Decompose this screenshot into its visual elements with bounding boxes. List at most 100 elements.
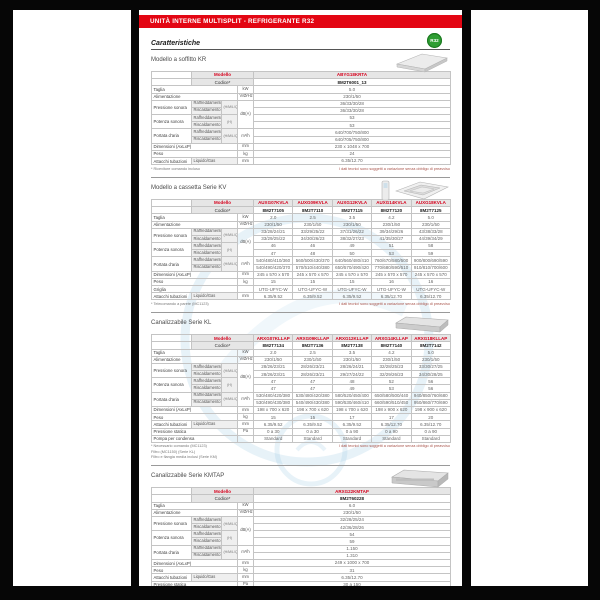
row-sublabel: Riscaldamento xyxy=(191,249,222,258)
value-cell: 41/35/30/27 xyxy=(371,234,412,244)
value-cell: Standard xyxy=(292,434,333,443)
spacer-cell xyxy=(151,199,192,208)
table-footnotes: * Necessario comando (MC1123) Filtro (MC1… xyxy=(151,444,217,460)
unit-label xyxy=(237,434,254,443)
value-cell: 36/33/30/28 xyxy=(253,99,451,108)
value-cell: 910/810/700/600 xyxy=(410,263,451,272)
value-cell: 660/590/510/450 xyxy=(371,398,412,407)
value-cell: 540/490/430/380 xyxy=(292,398,333,407)
value-cell: 33/29/25/22 xyxy=(292,227,333,236)
value-cell: 6.35/9.52 xyxy=(292,420,333,429)
value-cell: 530/480/420/380 xyxy=(292,391,333,400)
unit-label: kW xyxy=(237,213,254,222)
row-label: Alimentazione xyxy=(151,92,238,101)
value-cell: 570/510/440/380 xyxy=(292,263,333,272)
table-disclaimer: I dati tecnici sono soggetti a variazion… xyxy=(338,166,450,171)
value-cell: 5.0 xyxy=(253,85,451,94)
row-sublabel: Raffreddamento xyxy=(191,530,222,539)
value-cell: 34/30/28/25 xyxy=(410,370,451,379)
value-cell: 245 x 570 x 570 xyxy=(410,270,451,279)
row-label: Attacchi tubazioni xyxy=(151,292,192,301)
unit-label: kg xyxy=(237,566,254,575)
unit-label: V/Ø/Hz xyxy=(237,355,254,364)
unit-label: kg xyxy=(237,413,254,422)
codice-label: Codice* xyxy=(191,78,254,87)
code-value: 8M2T7110 xyxy=(292,206,333,215)
spec-table-host: Modello ARXG22KMTAP Codice* 8M2T60228 Taglia… xyxy=(151,487,451,586)
table-footnotes: * Ricevitore comando incluso xyxy=(151,167,200,172)
fan-speed-note: (H/M/L/Q) xyxy=(221,515,238,532)
value-cell: 2.0 xyxy=(252,213,294,222)
unit-label: mm xyxy=(237,292,254,301)
row-label: Peso xyxy=(151,149,238,159)
row-label: Alimentazione xyxy=(151,355,238,364)
section-divider xyxy=(151,312,450,314)
value-cell: 32/28/25/23 xyxy=(371,362,412,372)
value-cell: 1.150 xyxy=(253,544,451,553)
value-cell: 245 x 570 x 570 xyxy=(252,270,294,279)
value-cell: 38/32/27/23 xyxy=(331,234,373,244)
row-label: Pressione sonora xyxy=(151,515,192,532)
value-cell: 950/860/770/690 xyxy=(410,398,451,407)
row-sublabel: Raffreddamento xyxy=(191,377,222,386)
code-value: 8M2T60228 xyxy=(253,494,451,503)
unit-label: mm xyxy=(237,142,254,151)
value-cell: 4.2 xyxy=(371,348,412,357)
value-cell: 59 xyxy=(253,537,451,546)
section-canalizzabile-kmtap: Canalizzabile Serie KMTAP Modello ARXG22K… xyxy=(151,469,451,586)
value-cell: 16 xyxy=(371,277,412,287)
value-cell: 28/26/23/21 xyxy=(252,370,294,379)
value-cell: 198 x 700 x 620 xyxy=(252,405,294,415)
unit-label: Pa xyxy=(237,427,254,436)
unit-label: V/Ø/Hz xyxy=(237,508,254,517)
row-label: Potenza sonora xyxy=(151,377,192,393)
row-sublabel: Liquido/Gas xyxy=(191,157,238,166)
section-title: Modello a soffitto KR xyxy=(151,57,207,63)
value-cell: 53 xyxy=(371,249,412,258)
value-cell: 230/1/50 xyxy=(253,92,451,101)
value-cell: 230 x 1048 x 700 xyxy=(253,142,451,151)
unit-label: Pa xyxy=(237,580,254,586)
code-value: 8M2T7115 xyxy=(331,206,373,215)
r32-badge-label: R32 xyxy=(430,38,439,43)
value-cell: 30 a 150 xyxy=(253,580,451,586)
unit-label: mm xyxy=(237,420,254,429)
code-value: 8M2T7140 xyxy=(371,341,412,350)
value-cell: 3.5 xyxy=(331,348,373,357)
section-soffitto-kr: Modello a soffitto KR Modello ABYG18KRTA C… xyxy=(151,53,451,179)
r32-badge-icon: R32 xyxy=(427,33,442,48)
value-cell: 53 xyxy=(253,121,451,130)
code-value: 8M2T7134 xyxy=(252,341,294,350)
value-cell: Standard xyxy=(331,434,373,443)
value-cell: UTG-UFYC-W xyxy=(410,285,451,294)
value-cell: 51 xyxy=(371,242,412,251)
code-value: 8M2T7120 xyxy=(371,206,412,215)
row-sublabel: Riscaldamento xyxy=(191,106,222,116)
value-cell: 6.35/12.70 xyxy=(410,420,451,429)
row-label: Portata d'aria xyxy=(151,128,192,144)
fan-speed-note: (H) xyxy=(221,377,238,393)
page-header-title: UNITÀ INTERNE MULTISPLIT - REFRIGERANTE … xyxy=(150,18,315,25)
value-cell: 28/26/23/21 xyxy=(292,362,333,372)
page-header-bar: UNITÀ INTERNE MULTISPLIT - REFRIGERANTE … xyxy=(139,15,462,28)
model-name: ARXG07KLLAP xyxy=(252,334,294,343)
unit-label: mm xyxy=(237,573,254,582)
model-name: AUXG07KVLA xyxy=(252,199,294,208)
spec-table: Modello AUXG07KVLA AUXG09KVLA AUXG12KVLA AUX… xyxy=(151,199,451,301)
row-label: Dimensioni (AxLxP) xyxy=(151,142,238,151)
code-value: 8M2T7105 xyxy=(252,206,294,215)
value-cell: 49 xyxy=(331,242,373,251)
row-label: Attacchi tubazioni xyxy=(151,157,192,166)
value-cell: 46 xyxy=(252,242,294,251)
unit-label: m³/h xyxy=(237,544,254,561)
value-cell: 640/560/480/410 xyxy=(331,256,373,265)
value-cell: 230/1/50 xyxy=(331,355,373,364)
ceiling-unit-image xyxy=(395,53,448,73)
footnote-line: * Necessario comando (MC1123) xyxy=(151,444,207,449)
value-cell: 198 x 700 x 620 xyxy=(331,405,373,415)
codice-label: Codice* xyxy=(191,341,254,350)
value-cell: 33/28/24/21 xyxy=(252,227,294,236)
row-label: Dimensioni (AxLxP) xyxy=(151,405,238,415)
unit-label: dB(A) xyxy=(237,362,254,393)
unit-label: kg xyxy=(237,277,254,287)
